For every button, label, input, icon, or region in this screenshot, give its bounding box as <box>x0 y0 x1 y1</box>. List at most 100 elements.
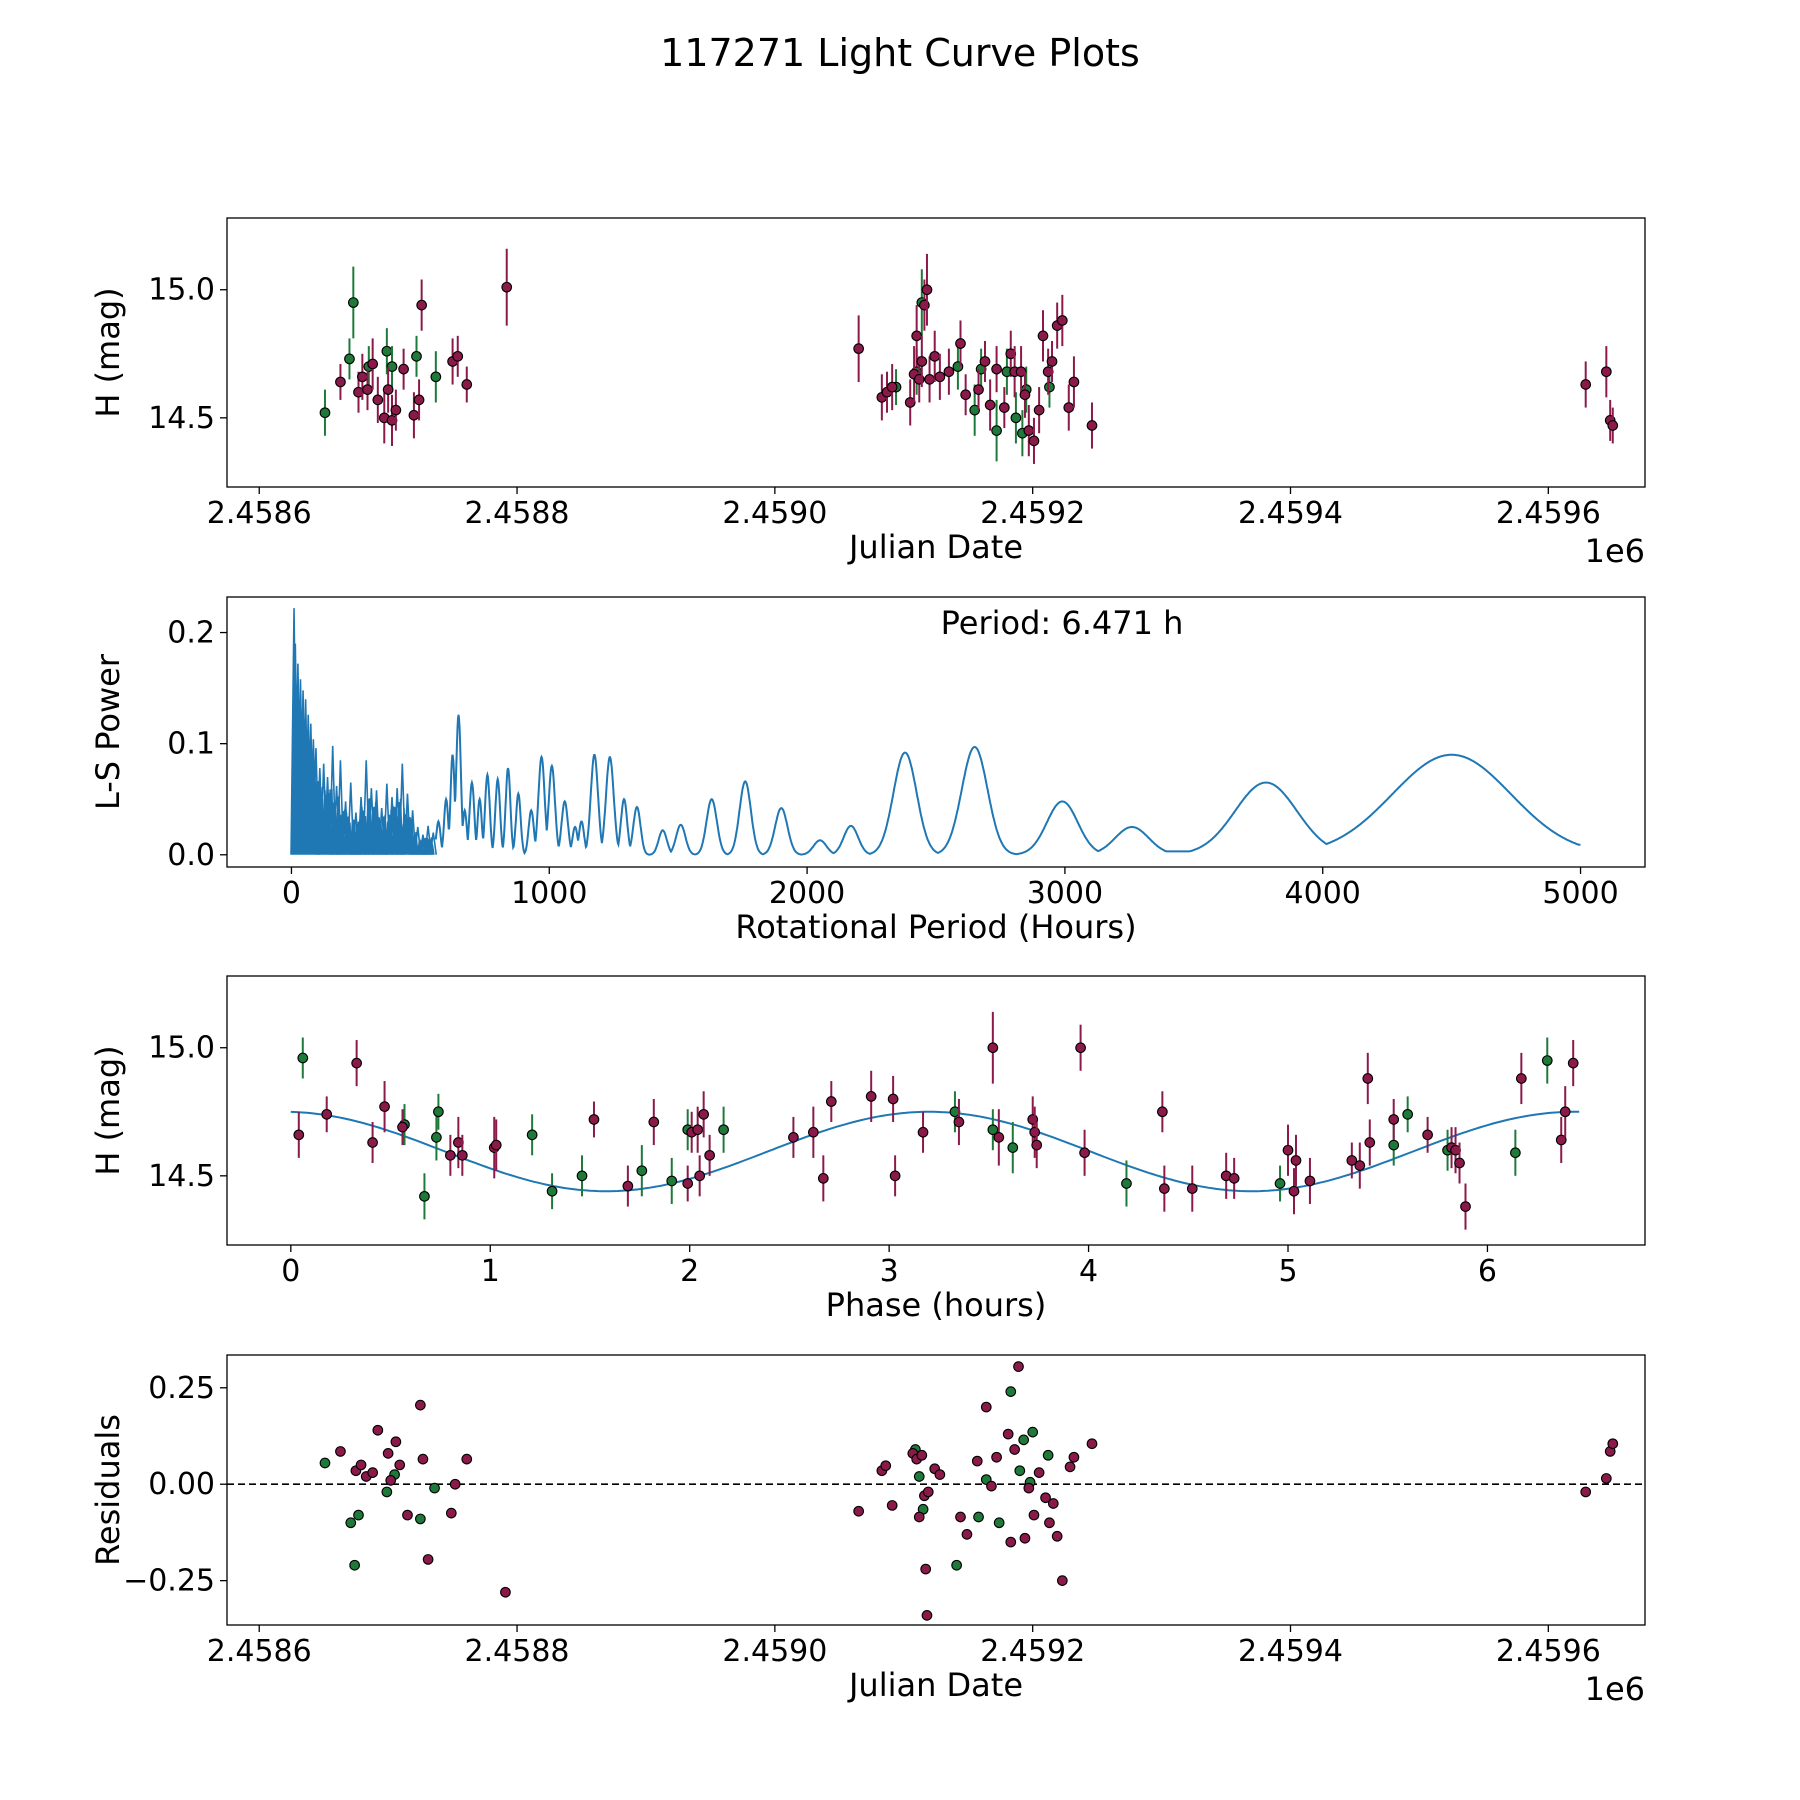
data-point <box>698 1108 710 1120</box>
data-point <box>1121 1178 1132 1189</box>
data-point <box>415 1513 426 1525</box>
data-point <box>430 371 442 383</box>
x-tick-label: 1000 <box>511 876 587 911</box>
data-point <box>886 381 898 393</box>
data-point <box>973 384 984 395</box>
data-point <box>1027 1426 1039 1438</box>
data-point <box>788 1132 799 1143</box>
y-axis-label: L-S Power <box>89 653 127 810</box>
data-point <box>1023 425 1035 436</box>
data-point <box>1079 1147 1090 1159</box>
data-point <box>920 1563 932 1575</box>
data-point <box>1290 1155 1302 1166</box>
data-point <box>1009 1444 1020 1455</box>
period-annotation: Period: 6.471 h <box>941 604 1184 642</box>
data-point <box>1044 1517 1055 1529</box>
data-point <box>1600 1473 1612 1484</box>
data-point <box>807 1126 819 1138</box>
data-point <box>825 1096 837 1107</box>
data-point <box>1515 1073 1527 1084</box>
x-tick-label: 2000 <box>769 876 845 911</box>
x-tick-label: 2.4588 <box>465 496 570 531</box>
data-point <box>1304 1175 1316 1187</box>
data-point <box>501 281 513 293</box>
data-point <box>490 1139 502 1151</box>
data-point <box>1388 1114 1400 1125</box>
data-point <box>916 356 928 367</box>
data-point <box>445 1507 457 1519</box>
data-point <box>319 407 331 419</box>
data-point <box>1010 412 1022 424</box>
data-point <box>991 425 1002 436</box>
data-point <box>922 1486 934 1498</box>
series-maroon <box>335 1361 1619 1621</box>
periodogram-spikes <box>290 608 438 855</box>
x-tick-label: 5000 <box>1542 876 1618 911</box>
data-point <box>344 353 355 365</box>
data-point <box>973 1511 984 1523</box>
data-point <box>987 1042 999 1054</box>
data-point <box>886 1500 898 1511</box>
data-point <box>1364 1137 1376 1148</box>
data-point <box>1037 330 1049 342</box>
data-point <box>382 384 394 395</box>
data-point <box>622 1180 634 1192</box>
data-point <box>1040 1492 1051 1504</box>
data-point <box>1388 1139 1400 1151</box>
data-point <box>1014 1465 1026 1477</box>
data-point <box>1028 435 1040 447</box>
x-axis-label: Julian Date <box>847 1666 1023 1704</box>
x-offset-label: 1e6 <box>1585 532 1645 570</box>
data-point <box>984 399 996 411</box>
data-point <box>372 1424 384 1436</box>
data-point <box>880 1460 892 1472</box>
x-tick-label: 0 <box>281 1254 300 1289</box>
data-point <box>1005 1536 1017 1548</box>
data-point <box>1075 1042 1086 1054</box>
data-point <box>1607 1438 1619 1450</box>
x-tick-label: 6 <box>1478 1254 1497 1289</box>
data-point <box>456 1149 468 1161</box>
x-tick-label: 2.4590 <box>722 496 827 531</box>
data-point <box>955 1511 966 1523</box>
data-point <box>576 1170 588 1182</box>
data-point <box>1157 1106 1168 1118</box>
data-point <box>1007 1142 1019 1153</box>
data-point <box>1362 1073 1374 1084</box>
x-tick-label: 2.4596 <box>1496 496 1601 531</box>
data-point <box>355 1459 367 1471</box>
data-point <box>345 1517 357 1529</box>
x-axis-label: Phase (hours) <box>826 1286 1047 1324</box>
data-point <box>429 1482 440 1494</box>
y-tick-label: 15.0 <box>148 273 215 308</box>
data-point <box>411 350 422 362</box>
data-point <box>929 350 941 362</box>
y-axis-label: Residuals <box>89 1414 127 1566</box>
y-tick-label: 0.1 <box>167 727 215 762</box>
data-point <box>297 1052 309 1064</box>
series-green <box>297 1037 1553 1220</box>
data-point <box>991 363 1002 375</box>
data-point <box>1068 1451 1080 1463</box>
data-point <box>417 1453 429 1465</box>
data-point <box>390 404 402 416</box>
periodogram-line <box>434 714 1581 856</box>
data-point <box>1029 1126 1041 1138</box>
data-point <box>694 1170 706 1182</box>
data-point <box>921 1610 933 1621</box>
data-point <box>1031 1139 1043 1151</box>
data-point <box>449 1478 461 1490</box>
x-tick-label: 2.4592 <box>980 1634 1085 1669</box>
series-green <box>319 266 1055 462</box>
phase-folded-panel: 0 1 2 3 4 5 6 14.5 15.0 Phase (hours) H (mag) <box>89 975 1646 1324</box>
data-point <box>526 1129 538 1141</box>
data-point <box>1056 315 1068 326</box>
x-offset-label: 1e6 <box>1585 1670 1645 1708</box>
data-point <box>1288 1185 1300 1197</box>
data-point <box>1580 379 1592 390</box>
data-point <box>452 350 464 362</box>
data-point <box>666 1175 678 1187</box>
y-tick-label: 15.0 <box>148 1031 215 1066</box>
data-point <box>402 1509 413 1521</box>
data-point <box>1013 1361 1024 1372</box>
